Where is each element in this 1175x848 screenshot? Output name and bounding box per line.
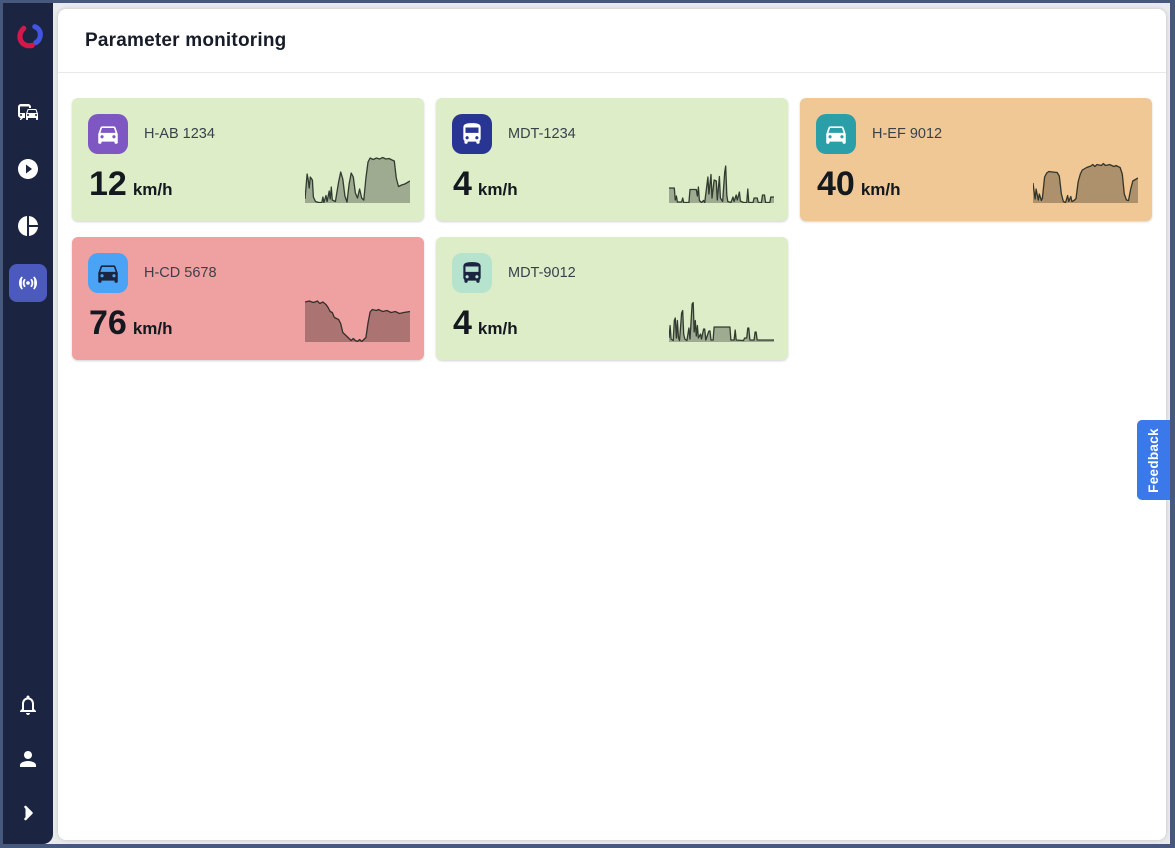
vehicles-commute-icon [18, 104, 38, 120]
car-icon [98, 126, 118, 144]
user-icon [20, 751, 36, 767]
sidebar-item-parameter-monitoring[interactable] [9, 264, 47, 302]
speed-unit: km/h [477, 180, 518, 199]
car-icon [98, 265, 118, 283]
vehicle-icon-tile [452, 114, 492, 154]
car-icon [826, 126, 846, 144]
sidebar [3, 3, 53, 844]
speed-value: 76 [89, 304, 127, 342]
expand-sidebar-button[interactable] [11, 796, 45, 830]
speed-value: 40 [817, 165, 855, 203]
pie-chart-icon [18, 216, 38, 236]
sidebar-item-reports[interactable] [9, 207, 47, 245]
speed-unit: km/h [477, 319, 518, 338]
bus-icon [463, 123, 481, 144]
vehicle-card-grid: H-AB 1234 12 km/h MDT-1234 4 km/h [58, 73, 1166, 385]
speed-readout: 12 km/h [89, 167, 173, 201]
sidebar-item-vehicles[interactable] [9, 93, 47, 131]
vehicle-plate: H-EF 9012 [872, 126, 943, 142]
bus-icon [463, 262, 481, 283]
card-header: H-CD 5678 [88, 253, 408, 293]
vehicle-card[interactable]: H-EF 9012 40 km/h [800, 98, 1152, 221]
brand-logo-icon[interactable] [11, 19, 45, 53]
broadcast-monitoring-icon [19, 276, 37, 290]
play-circle-icon [18, 159, 38, 179]
card-header: H-EF 9012 [816, 114, 1136, 154]
feedback-label: Feedback [1146, 427, 1161, 493]
speed-unit: km/h [860, 180, 901, 199]
feedback-button[interactable]: Feedback [1137, 420, 1170, 500]
vehicle-card[interactable]: MDT-9012 4 km/h [436, 237, 788, 360]
card-header: MDT-9012 [452, 253, 772, 293]
vehicle-plate: H-CD 5678 [144, 265, 217, 281]
vehicle-plate: MDT-9012 [508, 265, 576, 281]
notifications-button[interactable] [11, 688, 45, 722]
bell-icon [20, 695, 36, 715]
speed-sparkline [669, 165, 774, 203]
speed-sparkline [305, 156, 410, 203]
speed-unit: km/h [132, 180, 173, 199]
card-header: MDT-1234 [452, 114, 772, 154]
vehicle-plate: H-AB 1234 [144, 126, 215, 142]
speed-readout: 40 km/h [817, 167, 901, 201]
speed-sparkline [1033, 162, 1138, 203]
vehicle-icon-tile [88, 253, 128, 293]
vehicle-icon-tile [452, 253, 492, 293]
chevron-right-icon [24, 805, 33, 821]
speed-value: 4 [453, 165, 472, 203]
user-profile-button[interactable] [11, 742, 45, 776]
speed-readout: 76 km/h [89, 306, 173, 340]
vehicle-icon-tile [816, 114, 856, 154]
speed-sparkline [305, 300, 410, 342]
speed-sparkline [669, 301, 774, 342]
card-header: H-AB 1234 [88, 114, 408, 154]
page-title: Parameter monitoring [85, 29, 287, 51]
speed-value: 4 [453, 304, 472, 342]
sidebar-item-playback[interactable] [9, 150, 47, 188]
panel-header: Parameter monitoring [58, 9, 1166, 73]
vehicle-card[interactable]: H-CD 5678 76 km/h [72, 237, 424, 360]
vehicle-card[interactable]: MDT-1234 4 km/h [436, 98, 788, 221]
speed-readout: 4 km/h [453, 306, 518, 340]
vehicle-plate: MDT-1234 [508, 126, 576, 142]
speed-unit: km/h [132, 319, 173, 338]
speed-readout: 4 km/h [453, 167, 518, 201]
speed-value: 12 [89, 165, 127, 203]
vehicle-icon-tile [88, 114, 128, 154]
main-panel: Parameter monitoring H-AB 1234 12 km/h M… [58, 9, 1166, 840]
vehicle-card[interactable]: H-AB 1234 12 km/h [72, 98, 424, 221]
